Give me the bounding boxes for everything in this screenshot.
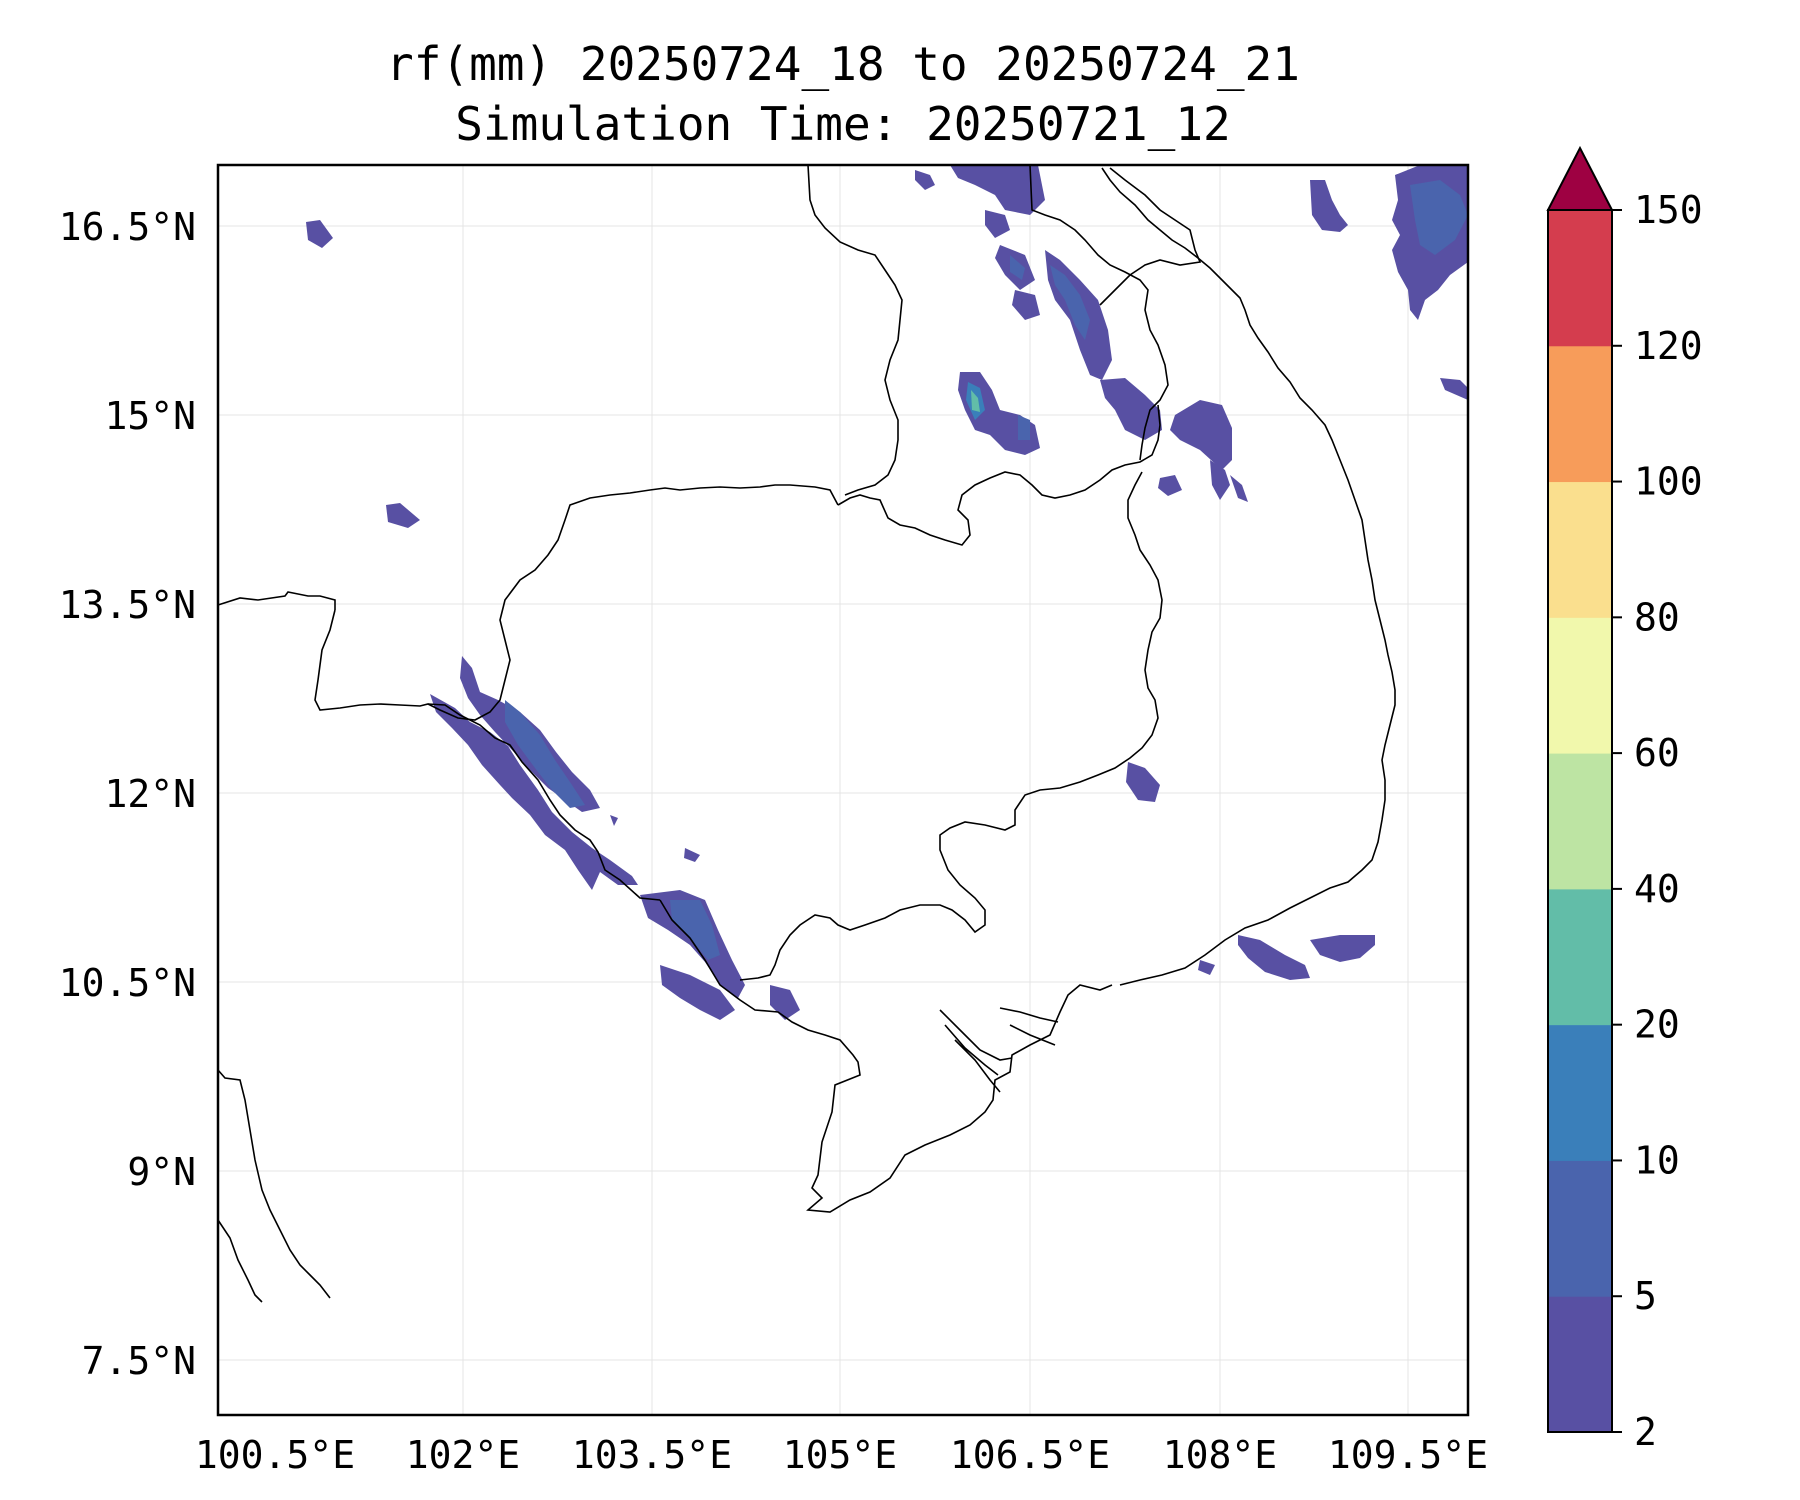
rain-area-southcoast-3 bbox=[770, 985, 800, 1020]
rain-area-north-5mm-a bbox=[1050, 265, 1090, 340]
rain-area-north-20mm bbox=[971, 390, 980, 412]
border-thailand-cambodia bbox=[314, 484, 839, 721]
colorbar-segment bbox=[1548, 345, 1612, 483]
colorbar-segment bbox=[1548, 210, 1612, 347]
border-laos-cambodia bbox=[837, 404, 1161, 546]
rain-area-southcoast-2 bbox=[660, 965, 735, 1020]
colorbar-tick-label: 120 bbox=[1634, 324, 1703, 368]
rain-area-north-10 bbox=[1210, 460, 1230, 500]
colorbar-tick-label: 10 bbox=[1634, 1138, 1680, 1182]
lon-tick-label: 106.5°E bbox=[950, 1433, 1110, 1477]
lat-tick-label: 10.5°N bbox=[59, 961, 196, 1005]
rain-area-north-5mm-c bbox=[1018, 415, 1030, 440]
coastlines-borders bbox=[217, 164, 1396, 1303]
lon-tick-label: 100.5°E bbox=[195, 1433, 355, 1477]
colorbar-tick-label: 80 bbox=[1634, 595, 1680, 639]
lat-axis: 16.5°N 15°N 13.5°N 12°N 10.5°N 9°N 7.5°N bbox=[59, 205, 196, 1383]
colorbar-segment bbox=[1548, 888, 1612, 1026]
rain-area-small-5 bbox=[610, 815, 618, 826]
rain-area-northeast-2 bbox=[1440, 378, 1468, 400]
lat-tick-label: 9°N bbox=[127, 1150, 196, 1194]
rain-area-southeast-2 bbox=[1310, 935, 1375, 962]
map-frame bbox=[216, 163, 1470, 1417]
rain-area-southcoast bbox=[640, 890, 745, 998]
coastline-gulf-of-thailand bbox=[217, 167, 1396, 1213]
colorbar-segment bbox=[1548, 1024, 1612, 1161]
lon-tick-label: 109.5°E bbox=[1328, 1433, 1488, 1477]
title-line-1: rf(mm) 20250724_18 to 20250724_21 bbox=[386, 37, 1300, 91]
rain-area-north-9 bbox=[1170, 400, 1232, 470]
rain-area-isolated-3 bbox=[1126, 762, 1160, 802]
border-vietnam-cambodia bbox=[739, 471, 1163, 981]
coastline-malay-peninsula bbox=[217, 1069, 331, 1303]
rain-area-southeast-3 bbox=[1198, 960, 1215, 975]
rain-area-north-13 bbox=[1310, 180, 1348, 232]
rain-area-north-1 bbox=[950, 165, 1045, 215]
colorbar-tick-label: 40 bbox=[1634, 867, 1680, 911]
rain-area-southcoast-5mm bbox=[670, 900, 720, 960]
colorbar-segment bbox=[1548, 617, 1612, 754]
lat-tick-label: 15°N bbox=[104, 394, 196, 438]
lon-tick-label: 108°E bbox=[1163, 1433, 1277, 1477]
lat-tick-label: 16.5°N bbox=[59, 205, 196, 249]
rain-area-north-2 bbox=[915, 170, 935, 190]
lon-tick-label: 103.5°E bbox=[572, 1433, 732, 1477]
lat-tick-label: 13.5°N bbox=[59, 583, 196, 627]
rain-area-coast-west-5mm bbox=[505, 700, 585, 808]
lat-tick-label: 7.5°N bbox=[82, 1339, 196, 1383]
rain-area-north-3 bbox=[985, 210, 1010, 238]
gridlines bbox=[218, 165, 1468, 1415]
map-title: rf(mm) 20250724_18 to 20250724_21 Simula… bbox=[218, 34, 1468, 154]
rain-area-southeast-1 bbox=[1238, 935, 1310, 980]
rain-area-north-11 bbox=[1158, 475, 1182, 496]
colorbar: 2 5 10 20 40 60 80 100 120 150 bbox=[1546, 145, 1703, 1454]
colorbar-tick-label: 5 bbox=[1634, 1274, 1657, 1318]
colorbar-frame bbox=[1547, 209, 1613, 1433]
lon-axis: 100.5°E 102°E 103.5°E 105°E 106.5°E 108°… bbox=[195, 1433, 1488, 1477]
border-thailand-laos bbox=[807, 164, 903, 496]
rain-area-north-5mm-b bbox=[1010, 255, 1025, 280]
title-line-2: Simulation Time: 20250721_12 bbox=[455, 97, 1231, 151]
colorbar-segment bbox=[1548, 481, 1612, 618]
rain-area-isolated-1 bbox=[306, 220, 333, 248]
colorbar-segment bbox=[1548, 1296, 1612, 1433]
rain-area-isolated-2 bbox=[386, 503, 420, 528]
colorbar-tick-label: 100 bbox=[1634, 460, 1703, 504]
colorbar-tick-label: 2 bbox=[1634, 1410, 1657, 1454]
rain-area-north-8 bbox=[1100, 378, 1162, 440]
colorbar-tick-label: 150 bbox=[1634, 188, 1703, 232]
colorbar-segment bbox=[1548, 1160, 1612, 1297]
border-laos-vietnam bbox=[1029, 164, 1202, 461]
rain-area-north-12 bbox=[1230, 475, 1248, 502]
lon-tick-label: 102°E bbox=[406, 1433, 520, 1477]
rain-area-small-4 bbox=[684, 848, 700, 862]
colorbar-tick-label: 60 bbox=[1634, 731, 1680, 775]
coastline-mekong-delta bbox=[939, 1007, 1059, 1093]
colorbar-segment bbox=[1548, 753, 1612, 890]
lon-tick-label: 105°E bbox=[783, 1433, 897, 1477]
rainfall-fields bbox=[306, 165, 1468, 1020]
colorbar-tick-label: 20 bbox=[1634, 1003, 1680, 1047]
colorbar-extend-arrow bbox=[1546, 145, 1614, 211]
rain-area-north-6 bbox=[1012, 290, 1040, 320]
rain-area-northeast-5mm bbox=[1410, 180, 1468, 255]
rain-area-coast-west bbox=[430, 694, 638, 890]
lat-tick-label: 12°N bbox=[104, 772, 196, 816]
